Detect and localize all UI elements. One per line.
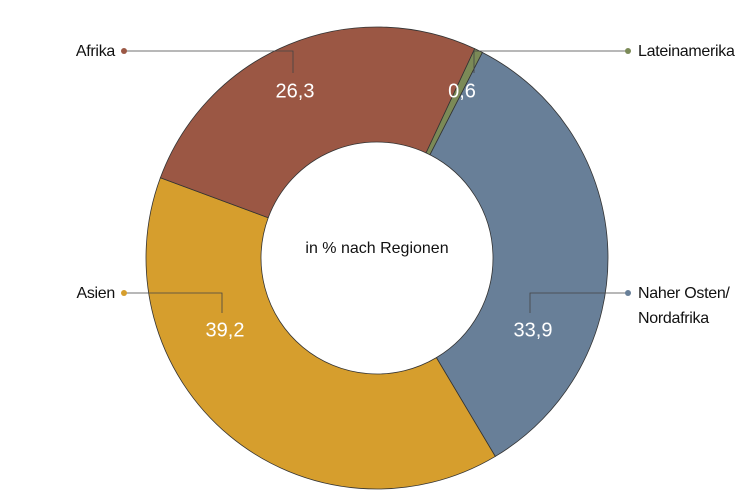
donut-slice [429, 51, 609, 457]
leader-line [473, 50, 628, 73]
donut-slice [145, 177, 496, 490]
value-label: 0,6 [448, 80, 476, 102]
label-dot [121, 48, 127, 54]
label-dot [121, 290, 127, 296]
leader-line [529, 292, 628, 313]
category-label: Afrika [75, 43, 115, 60]
label-dot [625, 48, 631, 54]
leader-line [124, 292, 223, 313]
category-label: Lateinamerika [638, 43, 735, 60]
category-label: Naher Osten/ Nordafrika [638, 285, 730, 327]
leader-line [124, 50, 294, 73]
value-label: 39,2 [206, 319, 245, 341]
center-title: in % nach Regionen [305, 240, 448, 257]
value-label: 33,9 [514, 319, 553, 341]
value-label: 26,3 [276, 80, 315, 102]
category-label: Asien [76, 285, 115, 302]
donut-slice [159, 26, 476, 219]
label-dot [625, 290, 631, 296]
